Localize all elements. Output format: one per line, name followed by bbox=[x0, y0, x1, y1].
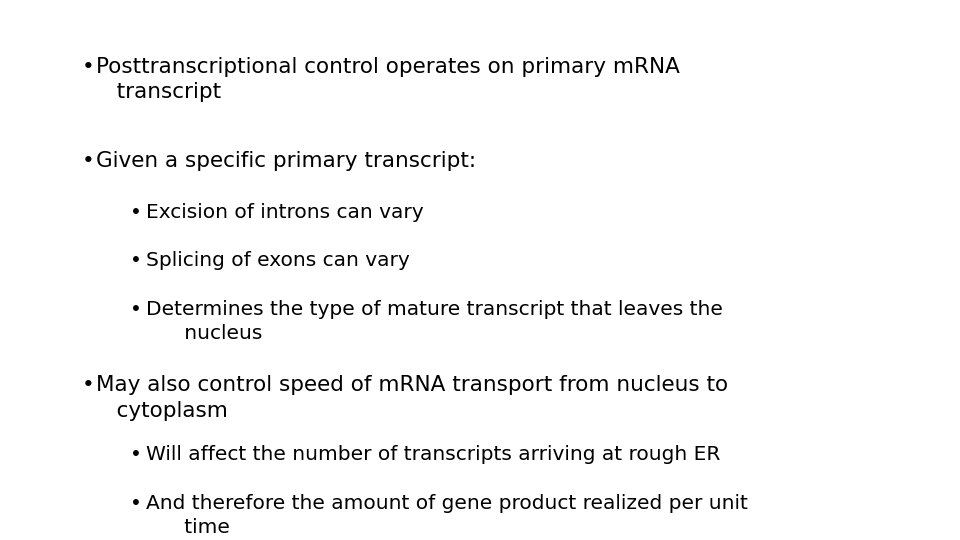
Text: May also control speed of mRNA transport from nucleus to
   cytoplasm: May also control speed of mRNA transport… bbox=[96, 375, 728, 421]
Text: Given a specific primary transcript:: Given a specific primary transcript: bbox=[96, 151, 476, 171]
Text: •: • bbox=[130, 300, 141, 319]
Text: •: • bbox=[82, 375, 94, 395]
Text: Posttranscriptional control operates on primary mRNA
   transcript: Posttranscriptional control operates on … bbox=[96, 57, 680, 102]
Text: •: • bbox=[130, 251, 141, 270]
Text: •: • bbox=[82, 151, 94, 171]
Text: •: • bbox=[82, 57, 94, 77]
Text: •: • bbox=[130, 446, 141, 464]
Text: •: • bbox=[130, 202, 141, 221]
Text: •: • bbox=[130, 494, 141, 513]
Text: Determines the type of mature transcript that leaves the
      nucleus: Determines the type of mature transcript… bbox=[146, 300, 723, 343]
Text: Will affect the number of transcripts arriving at rough ER: Will affect the number of transcripts ar… bbox=[146, 446, 720, 464]
Text: Excision of introns can vary: Excision of introns can vary bbox=[146, 202, 423, 221]
Text: And therefore the amount of gene product realized per unit
      time: And therefore the amount of gene product… bbox=[146, 494, 748, 537]
Text: Splicing of exons can vary: Splicing of exons can vary bbox=[146, 251, 410, 270]
